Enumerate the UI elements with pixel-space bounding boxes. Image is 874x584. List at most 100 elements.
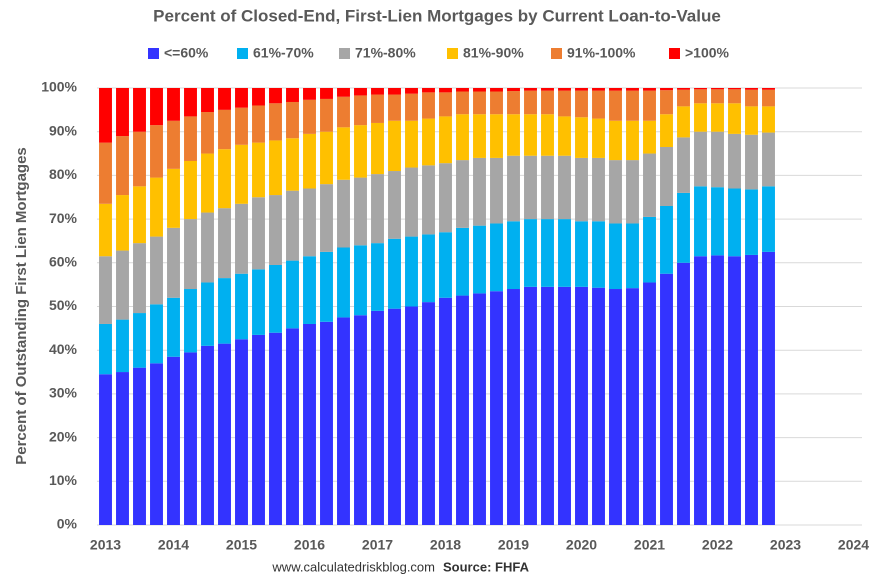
bar-segment xyxy=(405,236,418,307)
bar-segment xyxy=(490,157,503,224)
bar-segment xyxy=(439,116,452,164)
y-tick-label: 40% xyxy=(49,341,78,357)
bar-segment xyxy=(728,256,741,525)
bar-segment xyxy=(99,374,112,525)
bar-segment xyxy=(320,131,333,185)
bar-segment xyxy=(320,184,333,252)
bar-segment xyxy=(422,118,435,166)
bar-segment xyxy=(235,339,248,525)
bar-segment xyxy=(99,142,112,204)
bar-segment xyxy=(269,332,282,525)
bar-segment xyxy=(354,177,367,246)
bar-segment xyxy=(252,142,265,198)
bar-segment xyxy=(388,238,401,309)
bar-segment xyxy=(269,103,282,141)
bar-segment xyxy=(575,286,588,525)
bar-segment xyxy=(456,114,469,161)
bar-segment xyxy=(405,93,418,121)
bar-segment xyxy=(167,120,180,169)
bar-segment xyxy=(507,114,520,156)
bar-segment xyxy=(422,234,435,303)
bar-segment xyxy=(660,205,673,274)
bar-segment xyxy=(167,168,180,228)
bar-segment xyxy=(201,112,214,154)
bar-segment xyxy=(473,88,486,92)
bar-segment xyxy=(235,203,248,274)
bar-segment xyxy=(252,269,265,335)
bar-segment xyxy=(252,197,265,270)
bar-segment xyxy=(677,88,690,90)
y-tick-label: 100% xyxy=(41,79,77,95)
bar-segment xyxy=(524,88,537,91)
x-tick-label: 2023 xyxy=(770,537,801,553)
bar-segment xyxy=(473,293,486,525)
bar-segment xyxy=(388,88,401,95)
bar-segment xyxy=(371,88,384,95)
bar-segment xyxy=(99,256,112,324)
bar-segment xyxy=(609,160,622,224)
bar-segment xyxy=(320,98,333,132)
bar-segment xyxy=(99,203,112,257)
bar-segment xyxy=(116,195,129,251)
bar-segment xyxy=(762,106,775,133)
bar-segment xyxy=(371,310,384,525)
bar-segment xyxy=(303,133,316,189)
bar-segment xyxy=(575,88,588,91)
bar-segment xyxy=(745,88,758,90)
bar-segment xyxy=(337,96,350,128)
bar-segment xyxy=(711,103,724,132)
bar-segment xyxy=(711,255,724,525)
bar-segment xyxy=(371,174,384,244)
bar-segment xyxy=(269,140,282,196)
bar-segment xyxy=(762,132,775,187)
bar-segment xyxy=(660,146,673,206)
bar-segment xyxy=(184,88,197,117)
bar-segment xyxy=(643,153,656,217)
legend-swatch xyxy=(447,48,458,59)
bar-segment xyxy=(422,165,435,235)
bar-segment xyxy=(337,317,350,525)
bar-segment xyxy=(473,91,486,115)
bar-segment xyxy=(762,251,775,525)
x-tick-label: 2024 xyxy=(838,537,869,553)
bar-segment xyxy=(728,103,741,134)
bar-segment xyxy=(456,88,469,92)
bar-segment xyxy=(490,223,503,292)
bar-segment xyxy=(218,109,231,150)
bar-segment xyxy=(286,190,299,261)
bar-segment xyxy=(150,236,163,305)
bar-segment xyxy=(303,256,316,324)
bar-segment xyxy=(184,116,197,161)
bar-segment xyxy=(643,120,656,154)
bar-segment xyxy=(745,189,758,255)
bar-segment xyxy=(371,94,384,123)
bar-segment xyxy=(116,136,129,196)
bar-segment xyxy=(303,188,316,257)
bar-segment xyxy=(201,88,214,113)
bar-segment xyxy=(456,160,469,228)
bar-segment xyxy=(184,219,197,290)
bar-segment xyxy=(405,88,418,94)
bar-segment xyxy=(694,103,707,132)
bar-segment xyxy=(711,88,724,90)
bar-segment xyxy=(745,106,758,135)
bar-segment xyxy=(558,286,571,525)
bar-segment xyxy=(269,88,282,104)
bar-segment xyxy=(184,352,197,525)
bar-segment xyxy=(745,89,758,107)
bar-segment xyxy=(660,88,673,91)
legend-label: 71%-80% xyxy=(355,45,416,61)
legend-swatch xyxy=(237,48,248,59)
bar-segment xyxy=(626,288,639,525)
bar-segment xyxy=(592,221,605,288)
bar-segment xyxy=(473,114,486,158)
bar-segment xyxy=(490,88,503,92)
bar-segment xyxy=(116,372,129,525)
bar-segment xyxy=(167,297,180,357)
bar-segment xyxy=(694,186,707,257)
legend-swatch xyxy=(551,48,562,59)
x-tick-label: 2016 xyxy=(294,537,325,553)
y-axis-label: Percent of Outstanding First Lien Mortga… xyxy=(13,147,30,465)
y-tick-label: 80% xyxy=(49,166,78,182)
bar-segment xyxy=(354,88,367,96)
